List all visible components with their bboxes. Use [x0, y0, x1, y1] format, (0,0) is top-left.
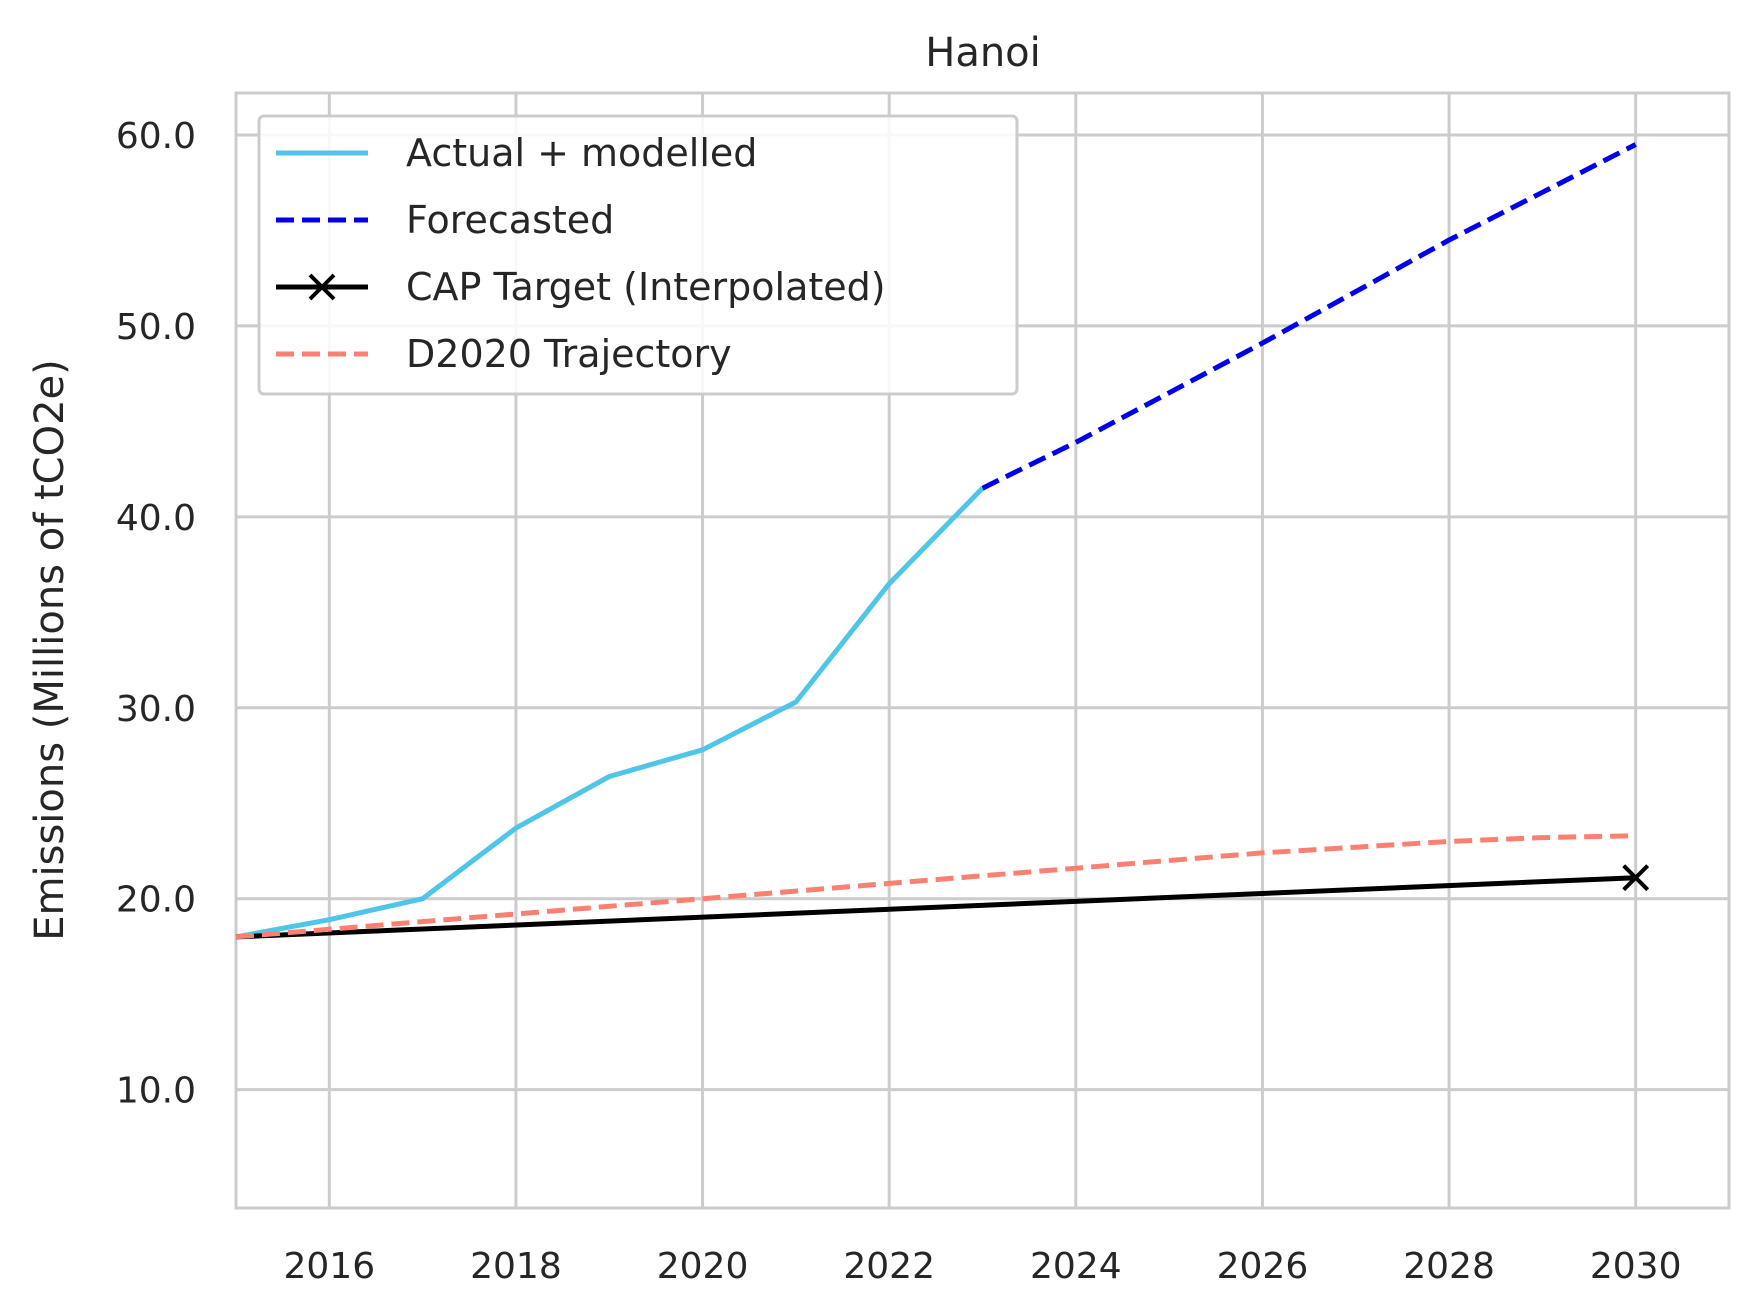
x-tick-label-2030: 2030: [1590, 1246, 1682, 1287]
legend-label-2: CAP Target (Interpolated): [406, 265, 886, 309]
series-line-0: [235, 486, 985, 940]
x-tick-label-2028: 2028: [1403, 1246, 1495, 1287]
series-line-1: [981, 142, 1637, 491]
y-axis-label: Emissions (Millions of tCO2e): [27, 359, 73, 941]
x-tick-label-2022: 2022: [843, 1246, 935, 1287]
legend: Actual + modelled Forecasted CAP Target (I…: [257, 114, 1019, 396]
y-tick-label-20: 20.0: [116, 880, 196, 921]
plot-frame: [234, 91, 1731, 1210]
y-tick-label-60: 60.0: [116, 116, 196, 157]
legend-label-3: D2020 Trajectory: [406, 332, 732, 376]
series-marker-2: [1622, 864, 1650, 892]
x-tick-label-2016: 2016: [284, 1246, 376, 1287]
legend-label-0: Actual + modelled: [406, 131, 757, 175]
x-tick-label-2026: 2026: [1217, 1246, 1309, 1287]
series-line-2: [235, 875, 1636, 940]
x-tick-labels: 2016 2018 2020 2022 2024 2026 2028 2030: [284, 1246, 1682, 1287]
series-line-3: [235, 833, 1636, 940]
series-layer: [235, 142, 1650, 940]
legend-label-1: Forecasted: [406, 198, 614, 242]
x-tick-label-2018: 2018: [470, 1246, 562, 1287]
y-tick-label-40: 40.0: [116, 498, 196, 539]
y-tick-label-10: 10.0: [116, 1071, 196, 1112]
legend-marker-b-2: [308, 273, 336, 301]
chart-title: Hanoi: [925, 30, 1041, 76]
y-tick-labels: 10.0 20.0 30.0 40.0 50.0 60.0: [116, 116, 196, 1112]
x-tick-label-2024: 2024: [1030, 1246, 1122, 1287]
legend-box: [257, 114, 1019, 396]
y-tick-label-30: 30.0: [116, 689, 196, 730]
x-tick-label-2020: 2020: [657, 1246, 749, 1287]
y-tick-label-50: 50.0: [116, 307, 196, 348]
